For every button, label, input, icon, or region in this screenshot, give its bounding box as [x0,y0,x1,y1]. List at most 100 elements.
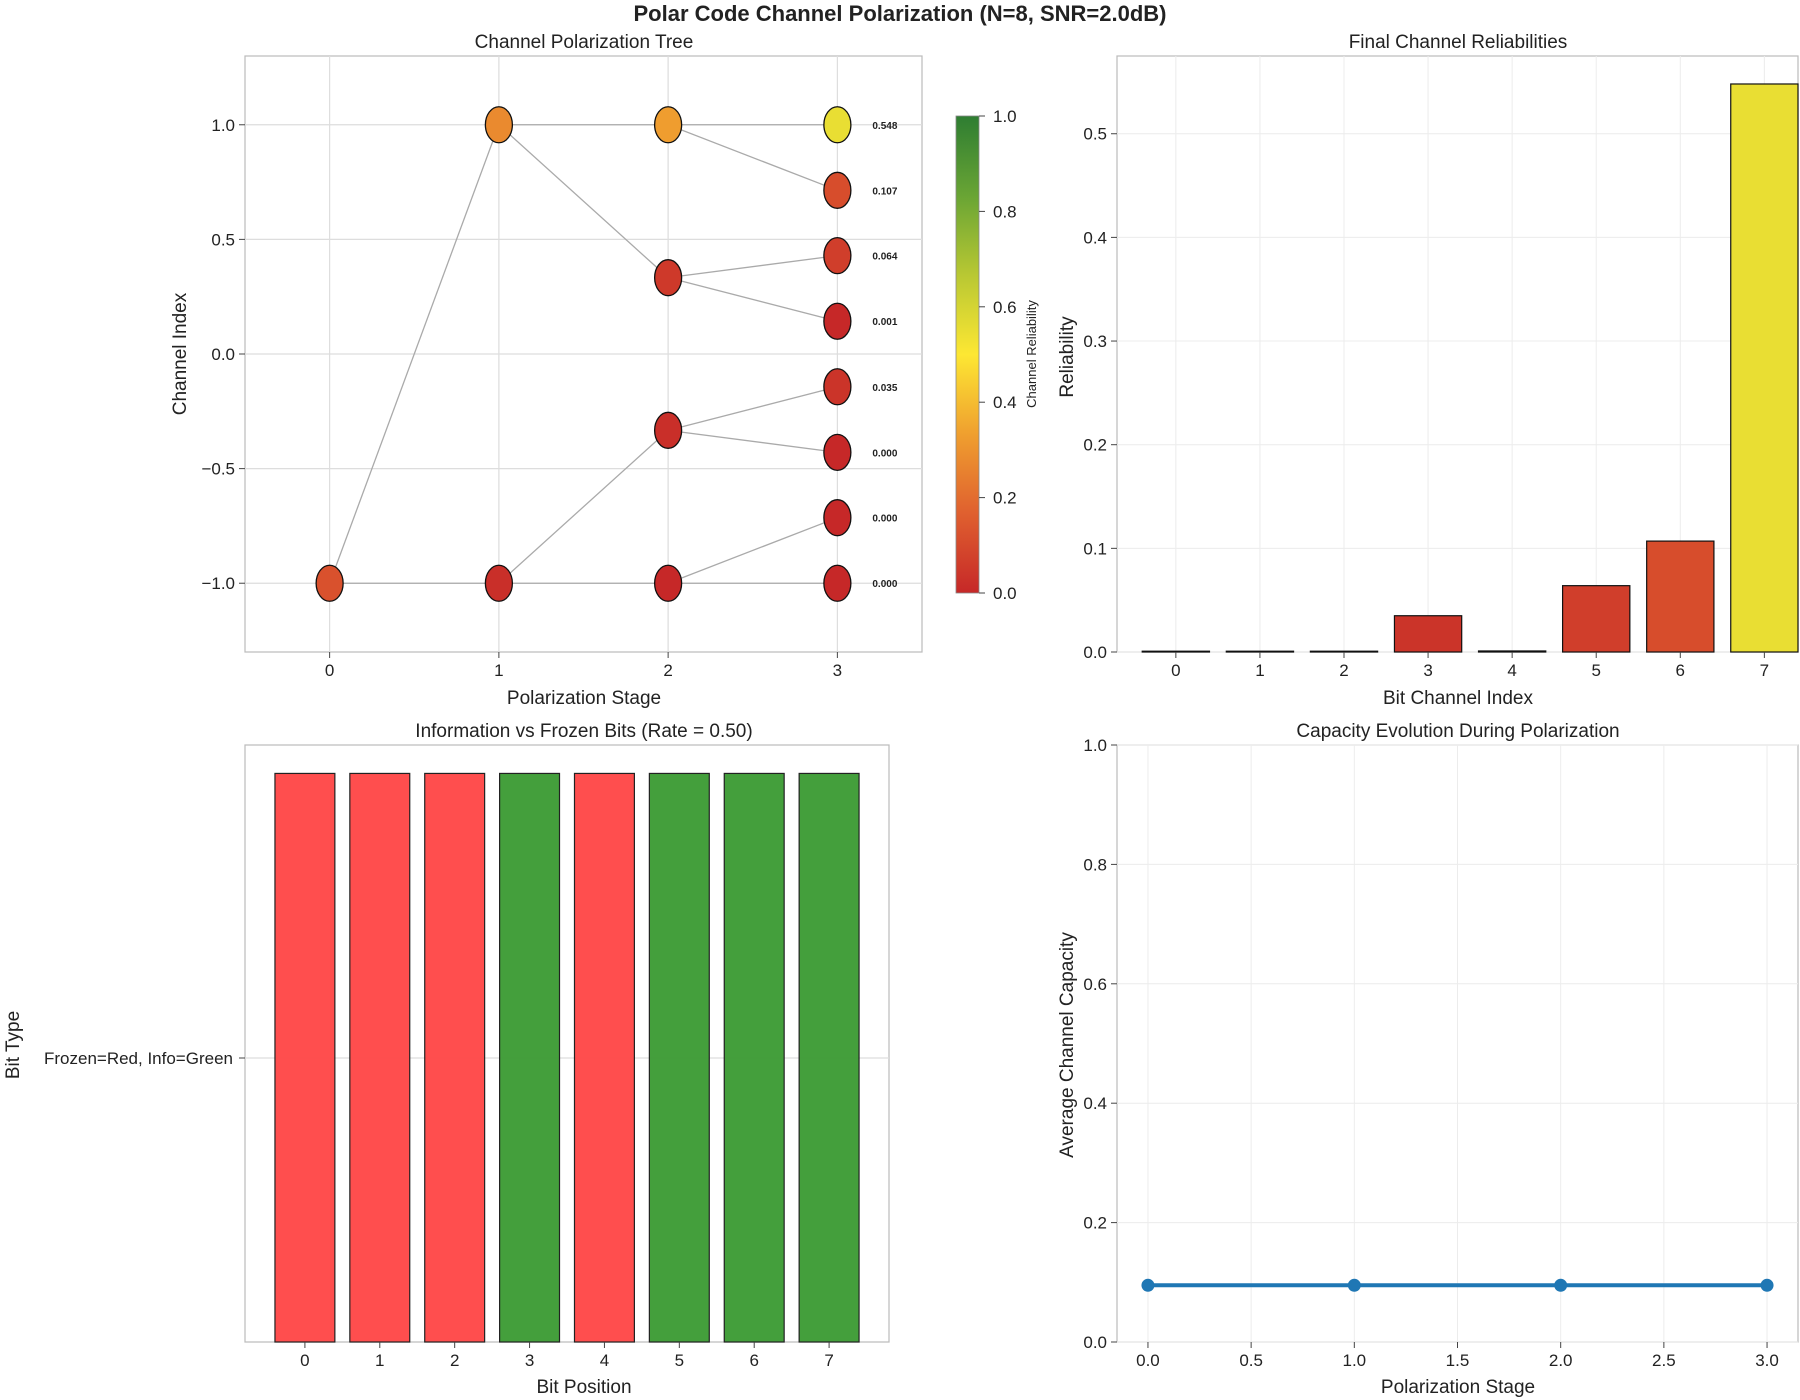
tree-node [823,302,852,340]
rel-bar [1477,650,1547,653]
bits-axes-frame [244,744,890,1343]
colorbar-tick-label: 0.0 [993,584,1017,603]
cap-xtick-label: 3.0 [1755,1351,1779,1370]
colorbar-ticks: 0.0 0.2 0.4 0.6 0.8 1.0 [979,107,1017,603]
colorbar-tick-label: 0.6 [993,298,1017,317]
tree-node-value: 0.107 [872,186,897,197]
rel-xlabel: Bit Channel Index [1383,688,1533,709]
cap-xtick-label: 0.5 [1239,1351,1263,1370]
cap-ytick-label: 0.4 [1083,1094,1107,1113]
rel-ytick-label: 0.0 [1083,643,1107,662]
bits-title: Information vs Frozen Bits (Rate = 0.50) [415,721,752,742]
cap-ytick-label: 0.6 [1083,975,1107,994]
rel-ytick-label: 0.2 [1083,436,1107,455]
tree-edge [329,124,500,584]
tree-xlabel: Polarization Stage [507,688,661,709]
rel-bar [1646,540,1715,653]
tree-node-value: 0.001 [872,317,897,328]
tree-node-value: 0.064 [872,252,897,263]
bits-bar [274,772,336,1343]
rel-xtick-label: 0 [1171,661,1180,680]
cap-xtick-label: 2.5 [1652,1351,1676,1370]
rel-xtick-label: 4 [1507,661,1516,680]
tree-ytick-label: 0.0 [211,345,235,364]
bits-ticks: 0 1 2 3 4 5 6 7 [300,1342,834,1370]
tree-edge [668,255,838,279]
cap-line [1141,1278,1774,1292]
tree-edge [667,277,838,322]
bits-xtick-label: 7 [824,1351,833,1370]
bits-bar [723,772,785,1343]
tree-xtick-label: 3 [833,661,842,680]
rel-bar [1393,615,1463,653]
cap-title: Capacity Evolution During Polarization [1296,721,1619,742]
cap-xtick-label: 0.0 [1136,1351,1160,1370]
bits-xlabel: Bit Position [536,1377,631,1398]
colorbar-tick-label: 0.4 [993,393,1017,412]
rel-bars [1141,83,1799,653]
tree-node [653,564,683,602]
tree-node [653,411,683,449]
tree-node [484,106,514,144]
tree-edge [668,429,838,453]
tree-ytick-label: 0.5 [211,230,235,249]
tree-ytick-label: 1.0 [211,116,235,135]
tree-node-value: 0.548 [872,121,897,132]
tree-node [823,171,852,209]
rel-title: Final Channel Reliabilities [1349,32,1568,53]
colorbar-tick-label: 1.0 [993,107,1017,126]
rel-xtick-label: 3 [1423,661,1432,680]
cap-point [1554,1278,1568,1292]
tree-edge [498,429,669,584]
tree-node [823,368,852,406]
tree-node-value: 0.000 [872,579,897,590]
bits-ytick-label: Frozen=Red, Info=Green [44,1049,233,1068]
bits-bar [798,772,860,1343]
colorbar-label: Channel Reliability [1024,300,1039,408]
cap-xtick-label: 2.0 [1549,1351,1573,1370]
bits-bar [499,772,561,1343]
cap-grid [1117,744,1798,1343]
rel-xtick-label: 6 [1676,661,1685,680]
colorbar-tick-label: 0.8 [993,202,1017,221]
rel-xtick-label: 5 [1591,661,1600,680]
rel-ytick-label: 0.4 [1083,228,1107,247]
cap-ticks: 0.0 0.5 1.0 1.5 2.0 2.5 3.0 0.0 0.2 0.4 0.6 0.8 1.0 [1083,736,1779,1370]
tree-edge [667,517,838,584]
rel-xtick-label: 7 [1760,661,1769,680]
cap-xlabel: Polarization Stage [1381,1377,1535,1398]
rel-xtick-label: 2 [1339,661,1348,680]
bits-xtick-label: 2 [450,1351,459,1370]
rel-ytick-label: 0.3 [1083,332,1107,351]
tree-nodes: 0.548 0.107 0.064 0.001 0.035 0.000 0.000 0.000 [315,106,898,602]
tree-ylabel: Channel Index [170,292,191,415]
colorbar [955,115,980,594]
tree-title: Channel Polarization Tree [475,32,694,53]
bits-xtick-label: 5 [675,1351,684,1370]
panel-info-frozen-bits: Information vs Frozen Bits (Rate = 0.50)… [3,721,890,1398]
cap-point [1760,1278,1774,1292]
tree-node [823,564,852,602]
tree-node [653,106,683,144]
bits-ylabel: Bit Type [3,1011,24,1079]
tree-node [315,564,344,602]
tree-edges [329,124,838,584]
bits-xtick-label: 1 [375,1351,384,1370]
cap-xtick-label: 1.5 [1446,1351,1470,1370]
tree-edge [667,386,838,431]
bits-xtick-label: 0 [300,1351,309,1370]
cap-point [1347,1278,1361,1292]
tree-ytick-label: −0.5 [201,460,235,479]
tree-ytick-label: −1.0 [201,574,235,593]
rel-xtick-label: 1 [1255,661,1264,680]
rel-bar [1141,650,1211,653]
cap-ytick-label: 0.0 [1083,1333,1107,1352]
bits-bar [648,772,710,1343]
bits-bar [424,772,486,1343]
tree-xtick-label: 1 [494,661,503,680]
figure-title: Polar Code Channel Polarization (N=8, SN… [634,1,1167,26]
tree-node [484,564,514,602]
tree-edge [667,124,838,191]
rel-ytick-label: 0.1 [1083,539,1107,558]
